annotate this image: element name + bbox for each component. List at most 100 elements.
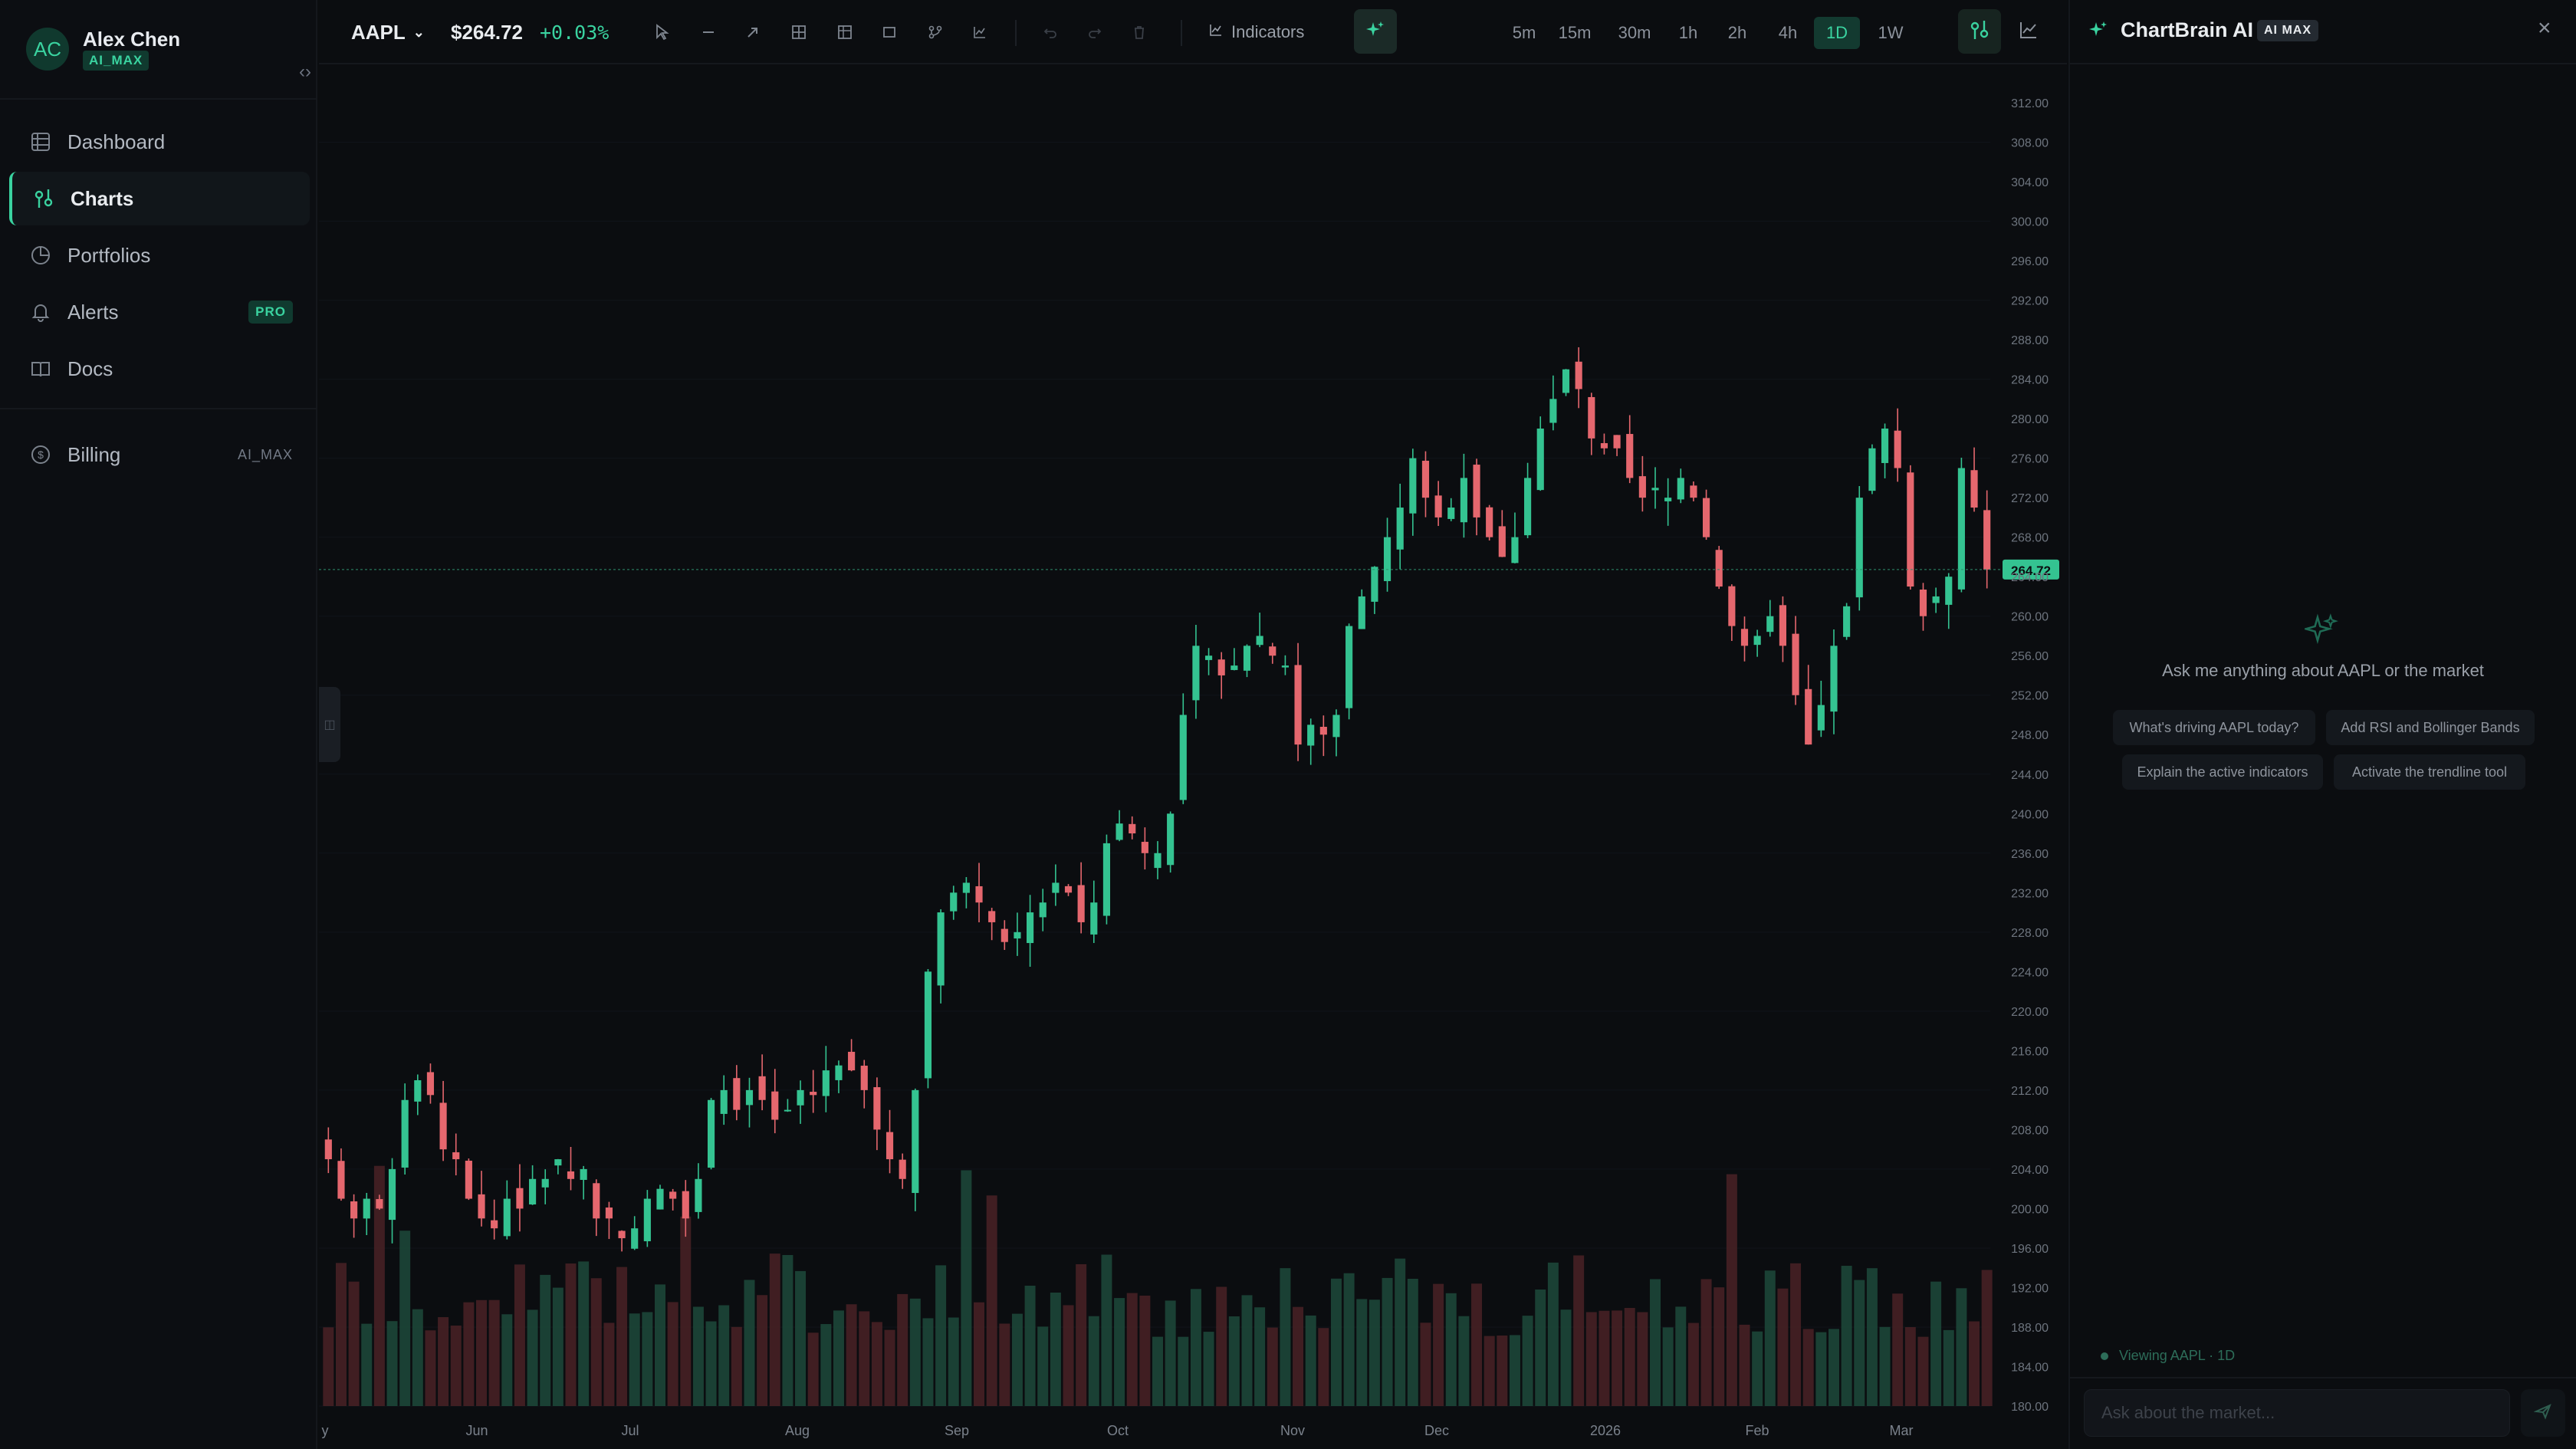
suggestion-chip[interactable]: Explain the active indicators (2122, 754, 2323, 790)
divider (0, 408, 317, 409)
cursor-icon[interactable] (647, 17, 678, 48)
timeframe-2h[interactable]: 2h (1727, 23, 1747, 42)
sidebar-item-label: Billing (67, 442, 121, 466)
volume-bar (1892, 1293, 1904, 1406)
sidebar-item-charts[interactable]: Charts (9, 172, 310, 225)
timeframe-1d[interactable]: 1D (1814, 17, 1860, 49)
volume-bar (1101, 1254, 1112, 1406)
sidebar-item-billing[interactable]: $ Billing AI_MAX (9, 428, 310, 481)
timeframe-1h[interactable]: 1h (1678, 23, 1698, 42)
volume-bar (1368, 1300, 1380, 1406)
volume-bar (871, 1322, 882, 1406)
volume-bar (323, 1327, 334, 1406)
timeframe-5m[interactable]: 5m (1512, 23, 1536, 42)
volume-bar (335, 1263, 347, 1406)
volume-bar (974, 1302, 985, 1406)
volume-bar (1037, 1326, 1049, 1406)
chart-settings-toggle[interactable] (1958, 9, 2001, 54)
volume-bar (1433, 1283, 1444, 1406)
trendline-icon[interactable] (738, 17, 768, 48)
divider (2070, 1377, 2576, 1378)
candle-body (1728, 586, 1736, 626)
candle-body (937, 912, 945, 986)
candle-body (1486, 507, 1493, 537)
timeframe-1w[interactable]: 1W (1878, 23, 1904, 42)
volume-bar (1509, 1335, 1520, 1406)
timeframe-15m[interactable]: 15m (1558, 23, 1592, 42)
fib-grid-icon[interactable] (784, 17, 814, 48)
volume-bar (705, 1321, 717, 1406)
panel-collapse-handle[interactable]: ◫ (319, 687, 340, 762)
sidebar-item-alerts[interactable]: Alerts PRO (9, 285, 310, 339)
volume-bar (1114, 1298, 1125, 1406)
avatar[interactable]: AC (26, 28, 69, 71)
candlestick-chart[interactable]: 264.72 180.00 184.00 188.00 192.00 196.00 200.… (319, 66, 2067, 1449)
sidebar-item-docs[interactable]: Docs (9, 342, 310, 396)
y-tick-label: 224.00 (2011, 966, 2049, 979)
y-tick-label: 180.00 (2011, 1401, 2049, 1414)
candle-body (1753, 636, 1761, 646)
volume-bar (1228, 1316, 1240, 1406)
candle-body (656, 1188, 664, 1210)
undo-icon[interactable] (1035, 17, 1066, 48)
y-tick-label: 284.00 (2011, 374, 2049, 387)
sidebar-item-label: Charts (71, 186, 134, 210)
candle-body (1549, 399, 1557, 423)
candle-body (1664, 498, 1672, 501)
indicators-button[interactable]: Indicators (1208, 17, 1304, 48)
sidebar-item-dashboard[interactable]: Dashboard (9, 115, 310, 169)
chart-line-icon[interactable] (964, 17, 995, 48)
ai-tier-badge: AI MAX (2257, 20, 2318, 41)
candle-body (1358, 596, 1365, 629)
candle-body (388, 1168, 396, 1221)
volume-bar (1420, 1322, 1431, 1406)
candle-body (1524, 478, 1532, 536)
volume-bar (655, 1284, 665, 1406)
candle-body (1894, 430, 1901, 468)
volume-bar (1815, 1332, 1827, 1406)
redo-icon[interactable] (1079, 17, 1110, 48)
candle-body (554, 1159, 562, 1166)
symbol-selector[interactable]: AAPL ⌄ (351, 17, 425, 48)
volume-bar (590, 1278, 602, 1406)
volume-bar (680, 1216, 692, 1406)
volume-bar (348, 1281, 360, 1406)
y-tick-label: 232.00 (2011, 887, 2049, 900)
suggestion-chip[interactable]: Activate the trendline tool (2334, 754, 2525, 790)
candle-body (797, 1089, 804, 1106)
pattern-grid-icon[interactable] (830, 17, 860, 48)
horizontal-line-icon[interactable] (693, 17, 724, 48)
suggestion-chip[interactable]: What's driving AAPL today? (2113, 710, 2315, 745)
close-icon[interactable]: × (2538, 15, 2551, 41)
ai-panel: ChartBrain AI AI MAX × Ask me anything a… (2068, 0, 2576, 1449)
volume-bar (1585, 1312, 1597, 1406)
suggestion-chip[interactable]: Add RSI and Bollinger Bands (2326, 710, 2535, 745)
candle-body (912, 1089, 919, 1194)
last-price-tag (2003, 559, 2059, 580)
volume-bar (463, 1302, 475, 1406)
volume-bar (1280, 1268, 1291, 1406)
user-profile[interactable]: AC Alex Chen AI_MAX ‹› (26, 26, 311, 82)
sidebar-item-label: Docs (67, 356, 113, 380)
volume-bar (1458, 1316, 1470, 1406)
candle-body (962, 882, 970, 893)
ai-chat-input[interactable] (2084, 1389, 2510, 1437)
collapse-sidebar-icon[interactable]: ‹› (299, 61, 311, 82)
candle-body (491, 1220, 498, 1229)
volume-bar (1943, 1329, 1954, 1406)
sidebar-item-portfolios[interactable]: Portfolios (9, 228, 310, 282)
rectangle-icon[interactable] (874, 17, 905, 48)
candle-body (771, 1091, 779, 1120)
branch-icon[interactable] (920, 17, 951, 48)
timeframe-30m[interactable]: 30m (1618, 23, 1651, 42)
candle-body (1511, 537, 1519, 564)
trash-icon[interactable] (1124, 17, 1155, 48)
candle-body (924, 971, 932, 1079)
candle-body (1817, 705, 1825, 731)
send-button[interactable] (2521, 1389, 2565, 1437)
timeframe-4h[interactable]: 4h (1778, 23, 1798, 42)
sidebar-item-label: Portfolios (67, 243, 151, 267)
last-price: $264.72 (451, 20, 523, 44)
line-chart-toggle[interactable] (2007, 9, 2050, 54)
ai-assistant-toggle[interactable] (1354, 9, 1397, 54)
